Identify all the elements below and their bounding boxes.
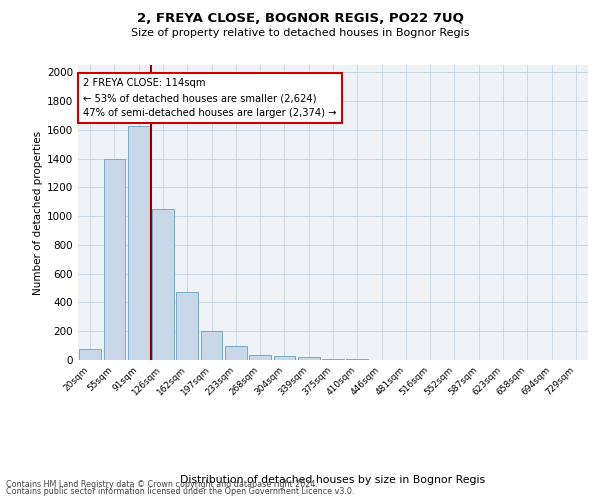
Bar	[298, 357, 320, 360]
Text: Size of property relative to detached houses in Bognor Regis: Size of property relative to detached ho…	[131, 28, 469, 38]
Bar	[79, 349, 101, 360]
Bar	[225, 346, 247, 360]
Bar	[104, 158, 125, 360]
Bar	[200, 331, 223, 360]
Bar	[152, 209, 174, 360]
Text: Contains HM Land Registry data © Crown copyright and database right 2024.: Contains HM Land Registry data © Crown c…	[6, 480, 318, 489]
Bar	[128, 126, 149, 360]
Text: 2 FREYA CLOSE: 114sqm
← 53% of detached houses are smaller (2,624)
47% of semi-d: 2 FREYA CLOSE: 114sqm ← 53% of detached …	[83, 78, 337, 118]
Bar	[249, 355, 271, 360]
Text: Distribution of detached houses by size in Bognor Regis: Distribution of detached houses by size …	[181, 475, 485, 485]
Text: Contains public sector information licensed under the Open Government Licence v3: Contains public sector information licen…	[6, 487, 355, 496]
Y-axis label: Number of detached properties: Number of detached properties	[33, 130, 43, 294]
Text: 2, FREYA CLOSE, BOGNOR REGIS, PO22 7UQ: 2, FREYA CLOSE, BOGNOR REGIS, PO22 7UQ	[137, 12, 463, 26]
Bar	[322, 358, 344, 360]
Bar	[274, 356, 295, 360]
Bar	[176, 292, 198, 360]
